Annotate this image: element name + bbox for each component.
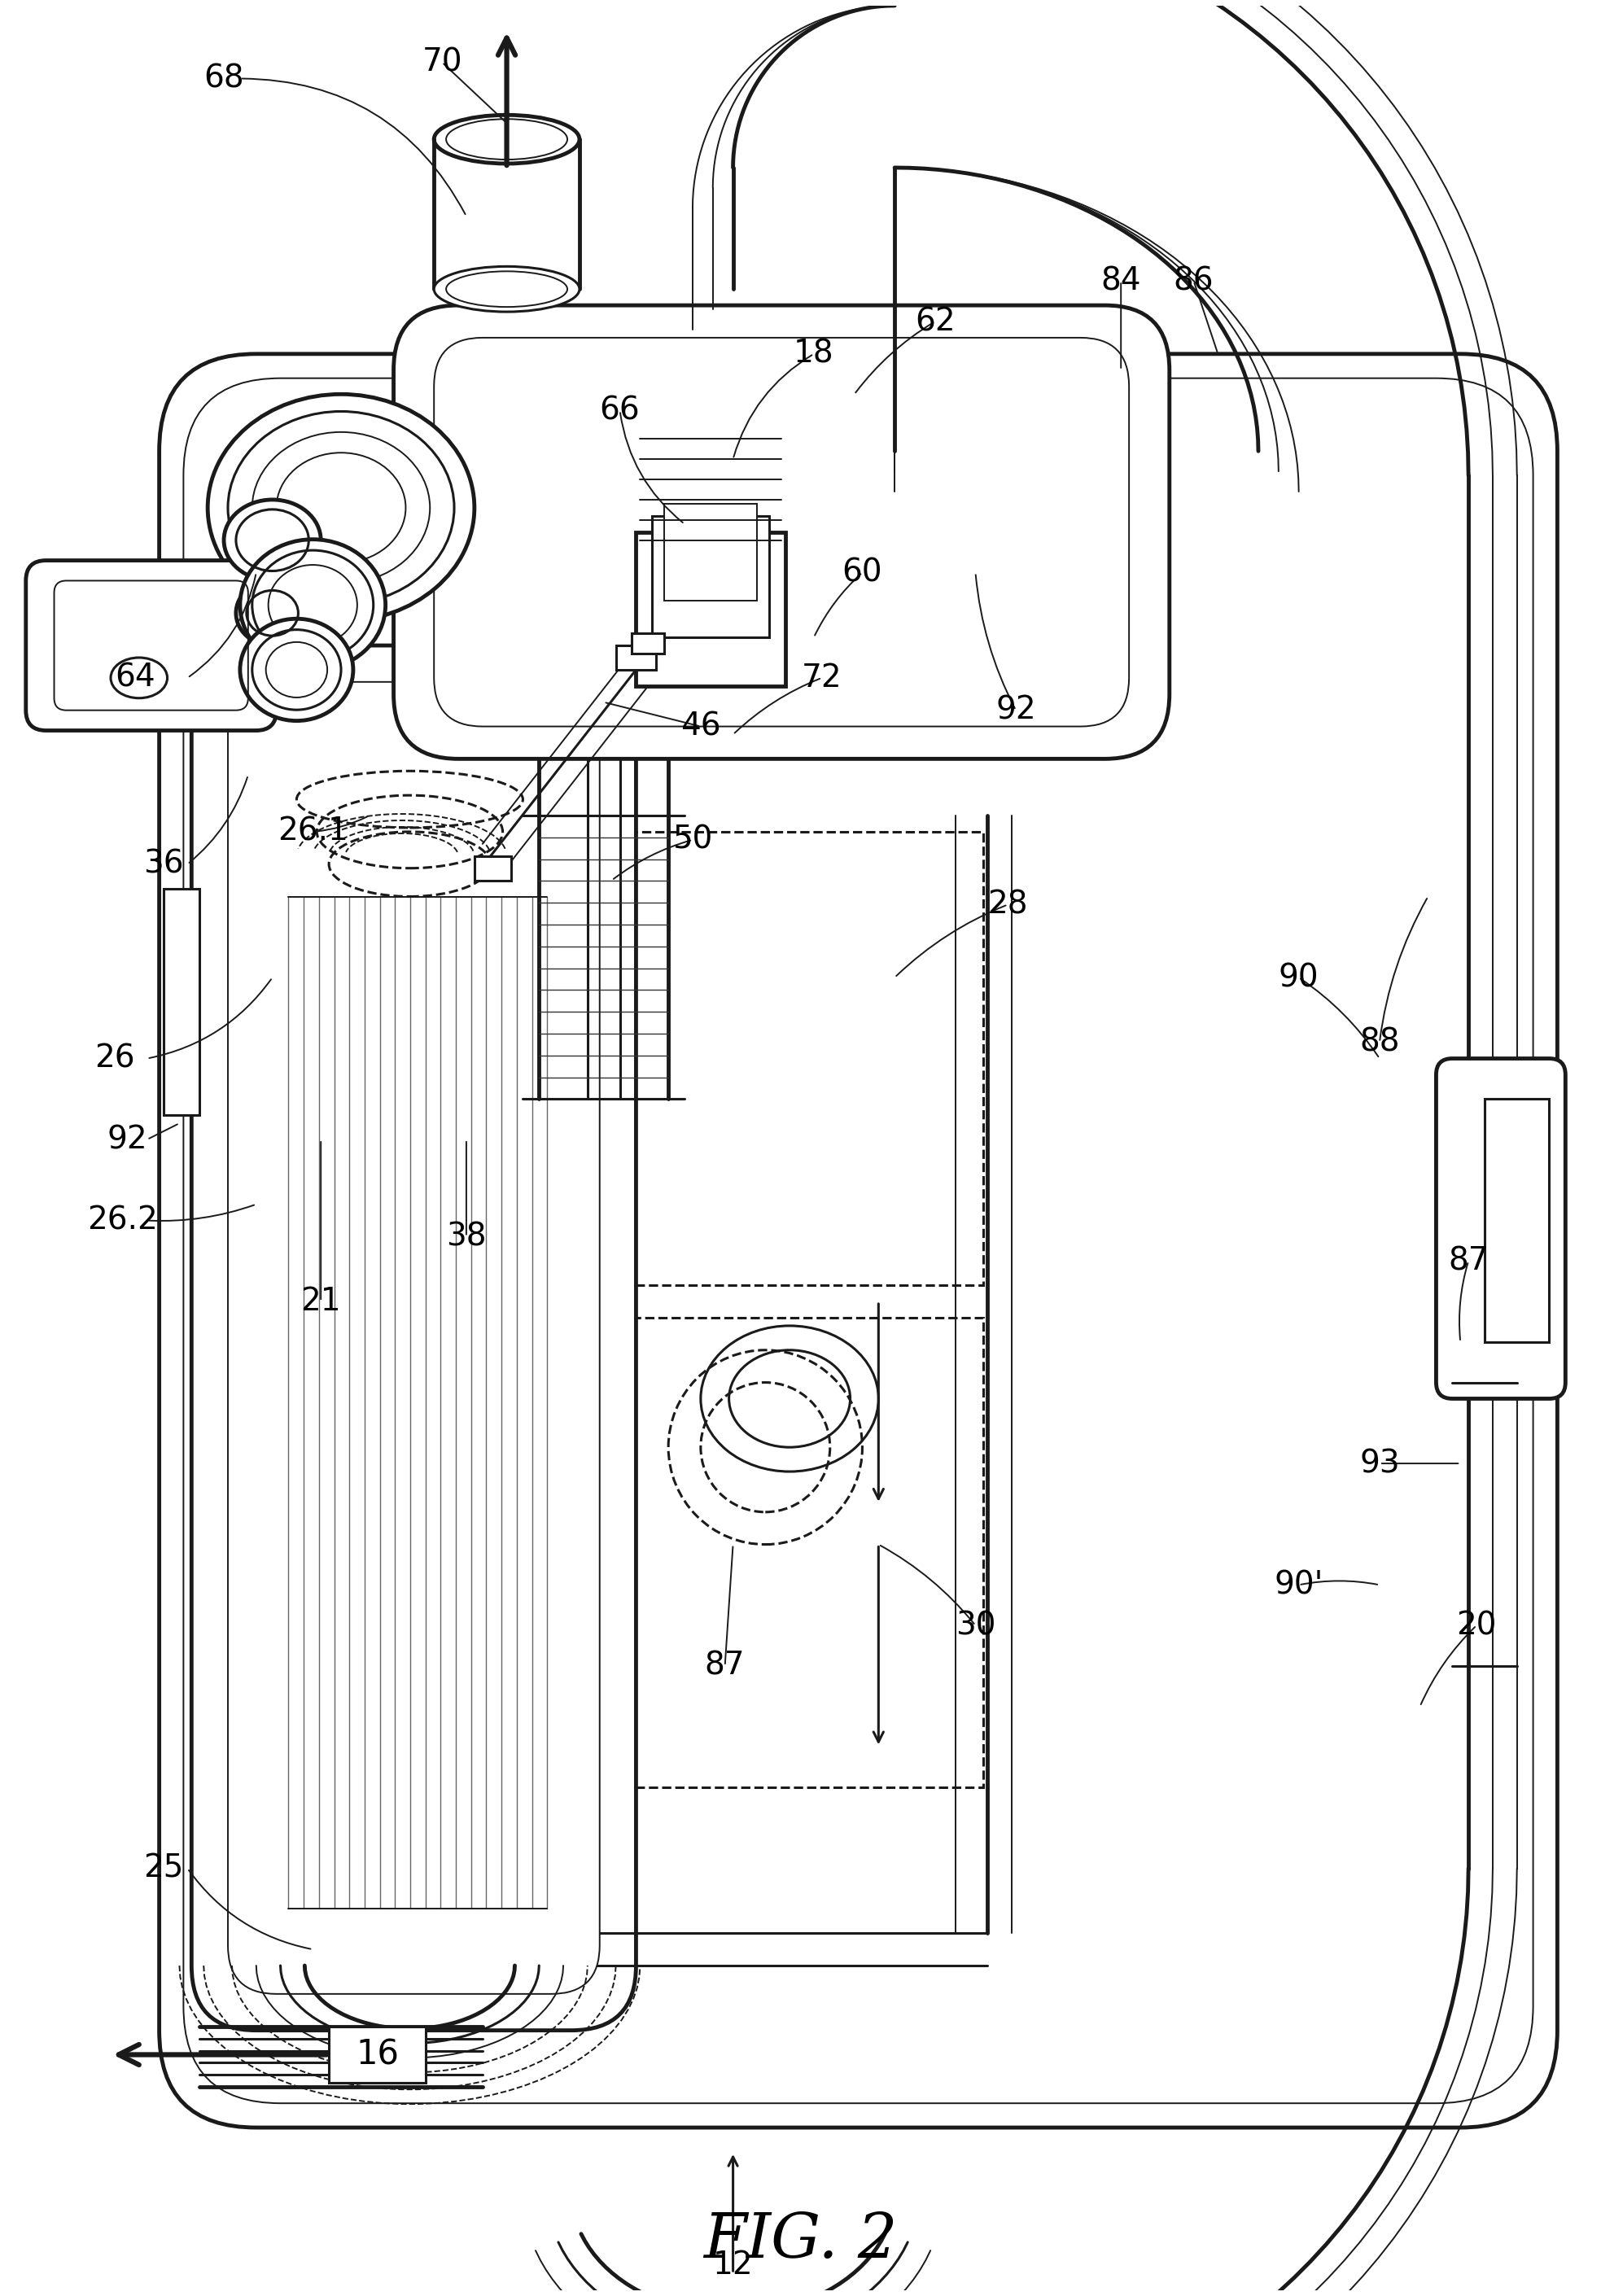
Bar <box>1484 1100 1550 1341</box>
Text: 25: 25 <box>142 1853 184 1883</box>
Text: 28: 28 <box>988 889 1028 921</box>
Text: 18: 18 <box>794 338 834 370</box>
Text: 66: 66 <box>600 395 640 427</box>
Text: 50: 50 <box>672 824 712 856</box>
Text: 87: 87 <box>1449 1244 1489 1277</box>
Text: 64: 64 <box>115 661 155 693</box>
FancyBboxPatch shape <box>184 379 1534 2103</box>
FancyBboxPatch shape <box>26 560 277 730</box>
Ellipse shape <box>434 115 580 163</box>
Text: 84: 84 <box>1101 266 1142 296</box>
Text: 62: 62 <box>914 305 956 338</box>
Ellipse shape <box>240 618 354 721</box>
Text: 30: 30 <box>956 1609 996 1642</box>
FancyBboxPatch shape <box>1436 1058 1566 1398</box>
Ellipse shape <box>235 581 309 645</box>
Bar <box>632 634 664 654</box>
Ellipse shape <box>434 266 580 312</box>
Text: 26.1: 26.1 <box>277 817 347 847</box>
FancyBboxPatch shape <box>192 645 636 2030</box>
Text: 70: 70 <box>423 46 463 78</box>
Bar <box>596 831 983 1286</box>
Text: 60: 60 <box>842 558 882 588</box>
Bar <box>616 645 656 670</box>
Text: 93: 93 <box>1359 1449 1399 1479</box>
Text: 12: 12 <box>712 2250 752 2280</box>
Bar <box>474 856 511 879</box>
Text: 36: 36 <box>142 850 184 879</box>
Text: 86: 86 <box>1174 266 1214 296</box>
Ellipse shape <box>224 501 320 581</box>
Text: 26: 26 <box>94 1042 134 1075</box>
FancyBboxPatch shape <box>394 305 1169 760</box>
Text: 88: 88 <box>1359 1026 1399 1058</box>
Bar <box>664 503 757 602</box>
Bar <box>163 889 200 1116</box>
Text: 87: 87 <box>704 1651 744 1681</box>
Bar <box>596 1318 983 1786</box>
Text: FIG. 2: FIG. 2 <box>703 2211 897 2271</box>
Text: 16: 16 <box>355 2037 399 2071</box>
Text: 92: 92 <box>107 1125 147 1155</box>
Text: 20: 20 <box>1457 1609 1497 1642</box>
Bar <box>636 533 786 687</box>
FancyBboxPatch shape <box>158 354 1558 2128</box>
Text: 38: 38 <box>447 1221 487 1251</box>
Text: 90: 90 <box>1279 962 1319 992</box>
Text: 46: 46 <box>680 712 720 742</box>
Text: 92: 92 <box>996 696 1036 726</box>
Bar <box>328 2027 426 2082</box>
Text: 26.2: 26.2 <box>88 1205 158 1235</box>
FancyBboxPatch shape <box>227 682 600 1993</box>
Text: 21: 21 <box>301 1286 341 1318</box>
Ellipse shape <box>208 395 474 622</box>
Text: 72: 72 <box>802 661 842 693</box>
Ellipse shape <box>240 540 386 670</box>
Bar <box>652 517 770 638</box>
Text: 68: 68 <box>203 62 243 94</box>
Text: 90': 90' <box>1274 1570 1324 1600</box>
